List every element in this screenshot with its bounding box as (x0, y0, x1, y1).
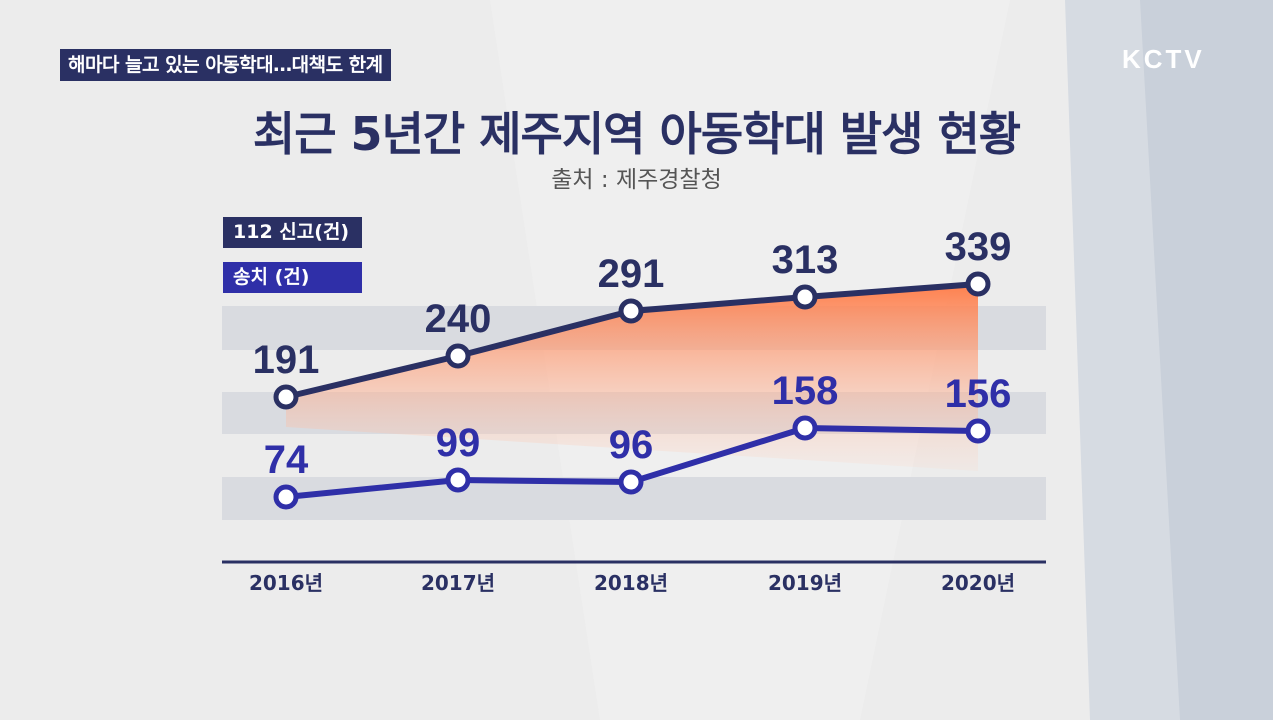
point-action (792, 415, 818, 441)
point-report (618, 298, 644, 324)
data-label-report: 240 (425, 297, 492, 341)
point-report (965, 271, 991, 297)
point-report (273, 384, 299, 410)
point-report (445, 343, 471, 369)
legend-report: 112 신고(건) (223, 217, 362, 248)
x-tick-label: 2017년 (421, 571, 495, 595)
x-tick-label: 2018년 (594, 571, 668, 595)
news-caption: 해마다 늘고 있는 아동학대…대책도 한계 (60, 49, 391, 81)
data-label-report: 291 (598, 252, 665, 296)
data-label-action: 158 (772, 369, 839, 413)
point-action (965, 418, 991, 444)
data-label-report: 191 (253, 338, 320, 382)
x-tick-label: 2019년 (768, 571, 842, 595)
point-action (273, 484, 299, 510)
point-report (792, 284, 818, 310)
data-label-action: 99 (436, 421, 481, 465)
data-label-action: 74 (264, 438, 309, 482)
chart-title: 최근 5년간 제주지역 아동학대 발생 현황 (252, 107, 1021, 161)
x-tick-label: 2020년 (941, 571, 1015, 595)
data-label-report: 339 (945, 225, 1012, 269)
data-label-action: 156 (945, 372, 1012, 416)
x-tick-label: 2016년 (249, 571, 323, 595)
point-action (618, 469, 644, 495)
data-label-report: 313 (772, 238, 839, 282)
legend-action: 송치 (건) (223, 262, 362, 293)
point-action (445, 467, 471, 493)
chart-source: 출처 : 제주경찰청 (551, 167, 722, 193)
channel-logo: KCTV (1122, 44, 1205, 74)
data-label-action: 96 (609, 423, 654, 467)
